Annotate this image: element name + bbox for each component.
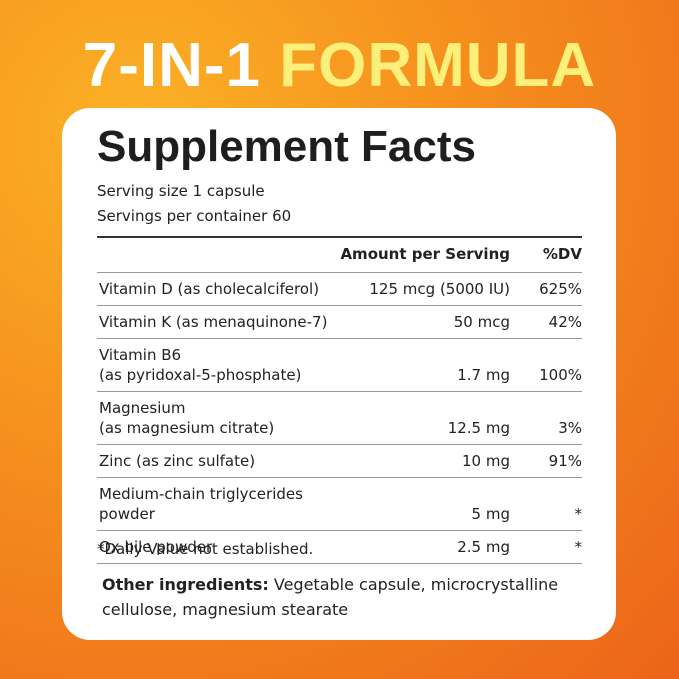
daily-value: * <box>574 505 583 523</box>
name-line: Vitamin D (as cholecalciferol) <box>99 280 320 298</box>
daily-value: 3% <box>558 419 582 437</box>
amount: 50 mcg <box>453 313 510 331</box>
amount: 10 mg <box>462 452 510 470</box>
fact-row: Vitamin B6 (as pyridoxal-5-phosphate) 1.7 … <box>97 339 582 392</box>
name-line: Vitamin B6 <box>99 346 182 364</box>
amount-header: Amount per Serving <box>340 245 510 263</box>
name-line: Medium-chain triglycerides powder <box>99 485 303 523</box>
name-line: Magnesium <box>99 399 186 417</box>
daily-value: 91% <box>548 452 582 470</box>
name-line: Zinc (as zinc sulfate) <box>99 452 256 470</box>
other-line: Other ingredients: Vegetable capsule, mi… <box>102 572 558 597</box>
name-line: Vitamin K (as menaquinone-7) <box>99 313 328 331</box>
other-ingredients: Other ingredients: Vegetable capsule, mi… <box>102 572 558 622</box>
nutrient-name: Magnesium (as magnesium citrate) <box>99 398 330 438</box>
other-text: Vegetable capsule, microcrystalline <box>273 575 559 594</box>
amount: 1.7 mg <box>457 366 510 384</box>
nutrient-name: Vitamin B6 (as pyridoxal-5-phosphate) <box>99 345 330 385</box>
title: 7-IN-1 FORMULA <box>0 30 679 101</box>
nutrient-name: Vitamin D (as cholecalciferol) <box>99 279 330 299</box>
footnote: *Daily Value not established. <box>97 540 314 558</box>
fact-row: Vitamin K (as menaquinone-7) 50 mcg 42% <box>97 306 582 339</box>
facts-table: Amount per Serving %DV Vitamin D (as cho… <box>97 236 582 564</box>
facts-card: Supplement Facts Serving size 1 capsule … <box>62 108 616 640</box>
fact-row: Medium-chain triglycerides powder 5 mg * <box>97 478 582 531</box>
name-line: (as magnesium citrate) <box>99 419 275 437</box>
title-white: 7-IN-1 <box>82 31 262 100</box>
amount: 5 mg <box>471 505 510 523</box>
dv-header: %DV <box>542 245 582 263</box>
fact-row: Zinc (as zinc sulfate) 10 mg 91% <box>97 445 582 478</box>
amount: 125 mcg (5000 IU) <box>369 280 510 298</box>
fact-row: Ox bile powder 2.5 mg * <box>97 531 582 564</box>
other-label: Other ingredients: <box>102 575 269 594</box>
servings-per-container: Servings per container 60 <box>97 207 292 225</box>
daily-value: 42% <box>548 313 582 331</box>
fact-row: Magnesium (as magnesium citrate) 12.5 mg 3% <box>97 392 582 445</box>
title-yellow: FORMULA <box>279 31 597 100</box>
nutrient-name: Vitamin K (as menaquinone-7) <box>99 312 330 332</box>
daily-value: * <box>574 538 583 556</box>
other-line: cellulose, magnesium stearate <box>102 600 349 619</box>
serving-size: Serving size 1 capsule <box>97 182 265 200</box>
fact-row: Vitamin D (as cholecalciferol) 125 mcg (5… <box>97 273 582 306</box>
header-row: Amount per Serving %DV <box>97 238 582 273</box>
daily-value: 625% <box>539 280 582 298</box>
nutrient-name: Zinc (as zinc sulfate) <box>99 451 330 471</box>
facts-title: Supplement Facts <box>97 122 476 171</box>
daily-value: 100% <box>539 366 582 384</box>
nutrient-name: Medium-chain triglycerides powder <box>99 484 330 524</box>
amount: 12.5 mg <box>447 419 510 437</box>
amount: 2.5 mg <box>457 538 510 556</box>
name-line: Ox bile powder <box>99 538 213 556</box>
nutrient-name: Ox bile powder <box>99 537 330 557</box>
name-line: (as pyridoxal-5-phosphate) <box>99 366 302 384</box>
